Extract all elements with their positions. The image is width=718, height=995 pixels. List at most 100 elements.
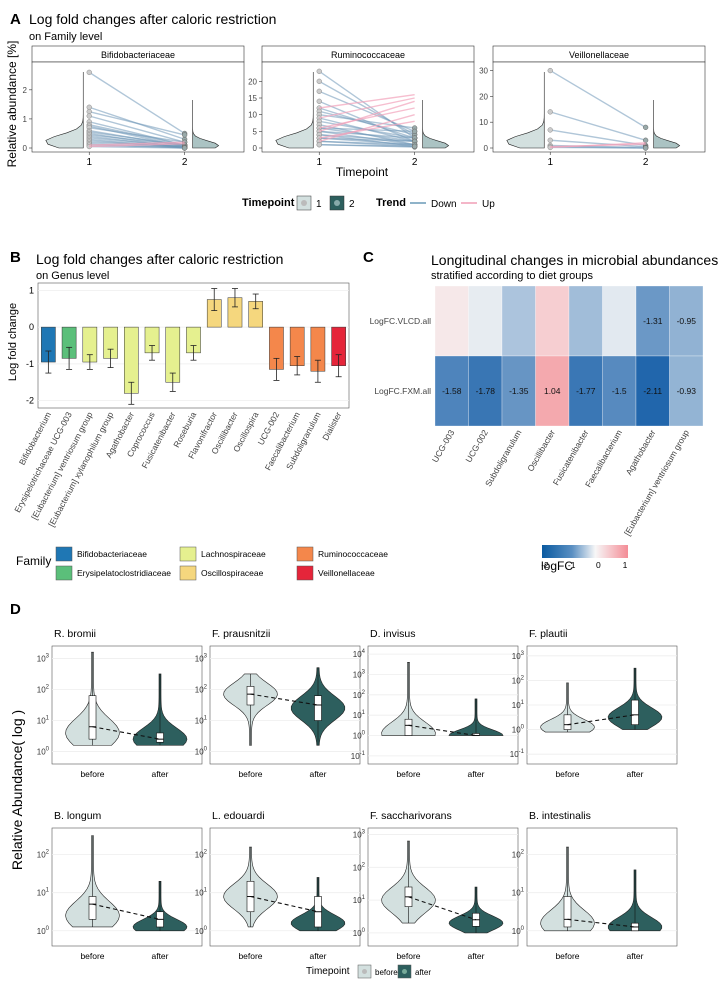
a-trend-up-line bbox=[319, 93, 415, 109]
d-facet-6: F. saccharivorans 100 101 102 103 before after bbox=[353, 810, 519, 961]
a-point-t2 bbox=[411, 128, 418, 134]
d-ytick-label: 102 bbox=[37, 684, 50, 694]
d-xtick-label: after bbox=[151, 769, 168, 779]
d-facet-title: D. invisus bbox=[370, 628, 416, 640]
panel-a: A Log fold changes after caloric restric… bbox=[5, 11, 706, 211]
d-facet-7: B. intestinalis 100 101 102 before after bbox=[512, 810, 678, 961]
a-xtick-label: 2 bbox=[643, 157, 649, 168]
a-trend-up-line bbox=[319, 107, 415, 129]
a-point-t2 bbox=[411, 143, 418, 149]
a-ytick-label: 2 bbox=[23, 86, 28, 95]
a-trend-down-line bbox=[319, 143, 415, 148]
d-legend-title: Timepoint bbox=[306, 966, 350, 977]
a-density-after bbox=[422, 100, 450, 149]
c-cell-label: -1.31 bbox=[643, 316, 663, 326]
c-cell-label: -1.78 bbox=[476, 386, 496, 396]
panel-a-ylabel: Relative abundance [%] bbox=[5, 41, 19, 168]
d-facet-title: B. longum bbox=[54, 810, 102, 822]
panel-b-chart: -2-101BifidobacteriumErysipelotrichaceae… bbox=[12, 282, 350, 528]
a-point-t1 bbox=[547, 127, 553, 133]
a-ytick-label: 1 bbox=[23, 115, 28, 124]
a-point-t1 bbox=[316, 98, 322, 104]
d-ytick-label: 101 bbox=[195, 716, 208, 726]
d-legend-dot-before bbox=[362, 969, 367, 974]
d-facet-title: L. edouardi bbox=[212, 810, 265, 822]
a-point-t2 bbox=[181, 145, 188, 151]
a-trend-down-line bbox=[89, 115, 185, 143]
a-legend-trend-title: Trend bbox=[376, 197, 406, 209]
d-ytick-label: 102 bbox=[353, 862, 366, 872]
b-legend-key bbox=[296, 565, 314, 581]
c-cell bbox=[568, 355, 603, 427]
a-ytick-label: 0 bbox=[253, 144, 258, 153]
a-trend-down-line bbox=[550, 111, 646, 141]
a-trend-up-line bbox=[319, 97, 415, 119]
d-box bbox=[246, 686, 255, 706]
c-cell bbox=[669, 355, 704, 427]
d-xtick-label: after bbox=[626, 769, 643, 779]
a-ytick-label: 20 bbox=[479, 92, 488, 101]
panel-c: C Longitudinal changes in microbial abun… bbox=[363, 249, 718, 573]
d-legend-dot-after bbox=[402, 969, 407, 974]
d-ytick-label: 100 bbox=[195, 926, 208, 936]
panel-d-ylabel: Relative Abundance( log ) bbox=[9, 710, 25, 870]
c-cell-label: -0.93 bbox=[677, 386, 697, 396]
c-colorbar-tick: -2 bbox=[541, 560, 549, 570]
d-facet-title: F. plautii bbox=[529, 628, 568, 640]
c-colorbar-tick: 0 bbox=[596, 560, 601, 570]
d-trend-line bbox=[408, 724, 477, 737]
c-cell bbox=[602, 355, 637, 427]
panel-a-title: Log fold changes after caloric restricti… bbox=[29, 11, 276, 27]
a-point-t1 bbox=[316, 88, 322, 94]
b-legend-key bbox=[296, 546, 314, 562]
a-trend-up-line bbox=[319, 113, 415, 143]
c-col-label: [Eubacterium] ventriosum group bbox=[622, 428, 691, 538]
b-legend-label: Veillonellaceae bbox=[318, 568, 375, 578]
d-xtick-label: before bbox=[555, 951, 579, 961]
d-xtick-label: before bbox=[555, 769, 579, 779]
b-ytick-label: 1 bbox=[29, 285, 34, 295]
d-trend-line bbox=[92, 903, 161, 920]
b-ytick-label: -2 bbox=[26, 396, 34, 406]
d-facet-title: F. saccharivorans bbox=[370, 810, 452, 822]
d-facet-3: F. plautii 10-1 100 101 102 103 before after bbox=[510, 628, 678, 779]
panel-b: B Log fold changes after caloric restric… bbox=[7, 249, 388, 581]
a-point-t1 bbox=[547, 109, 553, 115]
b-legend-label: Erysipelatoclostridiaceae bbox=[77, 568, 171, 578]
c-colorbar bbox=[542, 545, 628, 558]
panel-d: D Relative Abundance( log ) R. bromii 100… bbox=[9, 601, 678, 979]
c-col-label: Fusicatenibacter bbox=[551, 428, 591, 487]
c-cell bbox=[535, 285, 570, 357]
d-ytick-label: 100 bbox=[353, 928, 366, 938]
c-cell-label: -1.58 bbox=[442, 386, 462, 396]
d-xtick-label: before bbox=[80, 769, 104, 779]
d-ytick-label: 102 bbox=[512, 675, 525, 685]
panel-a-facets: Bifidobacteriaceae 0 1 2 1 2 Ruminococcaceae 0 5… bbox=[23, 45, 706, 168]
d-ytick-label: 103 bbox=[353, 669, 366, 679]
c-col-label: UCG-003 bbox=[430, 428, 457, 464]
d-ytick-label: 100 bbox=[512, 725, 525, 735]
c-cell bbox=[602, 285, 637, 357]
a-xtick-label: 1 bbox=[547, 157, 553, 168]
b-legend-key bbox=[179, 546, 197, 562]
b-ytick-label: 0 bbox=[29, 322, 34, 332]
a-trend-down-line bbox=[318, 70, 416, 139]
panel-d-letter: D bbox=[10, 601, 21, 618]
d-facet-title: F. prausnitzii bbox=[212, 628, 270, 640]
d-ytick-label: 101 bbox=[195, 888, 208, 898]
a-trend-up-line bbox=[319, 100, 415, 133]
d-facet-5: L. edouardi 100 101 102 before after bbox=[195, 810, 361, 961]
d-trend-line bbox=[250, 693, 319, 706]
a-legend-down-label: Down bbox=[431, 199, 457, 210]
a-point-t1 bbox=[316, 142, 322, 148]
d-facet-title: R. bromii bbox=[54, 628, 96, 640]
a-density-after bbox=[653, 100, 681, 149]
a-trend-down-line bbox=[550, 139, 646, 148]
a-trend-down-line bbox=[319, 113, 415, 129]
d-ytick-label: 101 bbox=[353, 895, 366, 905]
a-trend-down-line bbox=[549, 69, 646, 128]
d-box bbox=[404, 718, 413, 736]
d-trend-line bbox=[250, 895, 319, 913]
a-trend-down-line bbox=[89, 137, 185, 148]
